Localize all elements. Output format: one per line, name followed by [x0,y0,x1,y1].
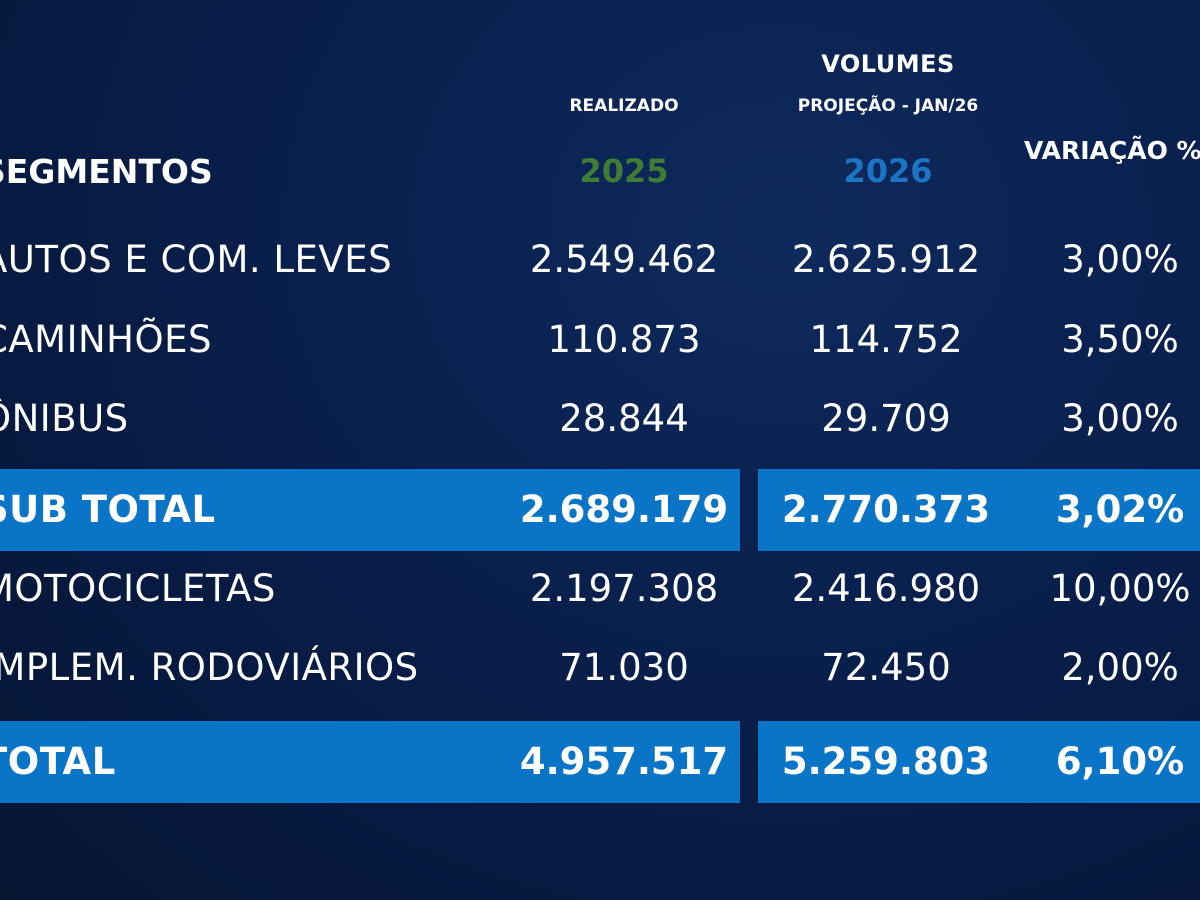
value-2026: 72.450 [821,646,951,689]
variation-value: 3,00% [1061,397,1179,440]
table-row-onibus: ÔNIBUS 28.844 29.709 3,00% [0,389,1200,449]
segment-label: MOTOCICLETAS [0,567,276,610]
value-2026: 29.709 [821,397,951,440]
value-2025: 4.957.517 [519,740,729,783]
year-2025-heading: 2025 [579,152,669,190]
variation-value: 3,02% [1055,488,1185,531]
value-2025: 2.549.462 [529,238,719,281]
value-2026: 114.752 [809,318,963,361]
segment-label: ÔNIBUS [0,397,129,440]
value-2026: 2.416.980 [791,567,981,610]
total-band-left [0,721,740,803]
segmentos-heading: SEGMENTOS [0,152,213,191]
volumes-heading: VOLUMES [821,50,955,78]
realizado-heading: REALIZADO [569,96,679,116]
segment-label: SUB TOTAL [0,488,216,531]
variation-value: 3,50% [1061,318,1179,361]
table-row-subtotal: SUB TOTAL 2.689.179 2.770.373 3,02% [0,480,1200,540]
segment-label: TOTAL [0,740,116,783]
value-2026: 2.625.912 [791,238,981,281]
value-2026: 5.259.803 [781,740,991,783]
table-row-motocicletas: MOTOCICLETAS 2.197.308 2.416.980 10,00% [0,559,1200,619]
total-band-right [758,721,1200,803]
segment-label: AUTOS E COM. LEVES [0,238,393,281]
table-row-total: TOTAL 4.957.517 5.259.803 6,10% [0,732,1200,792]
projecao-heading: PROJEÇÃO - JAN/26 [797,96,979,116]
table-row-caminhoes: CAMINHÕES 110.873 114.752 3,50% [0,310,1200,370]
variation-value: 3,00% [1061,238,1179,281]
segment-label: CAMINHÕES [0,318,212,361]
value-2025: 2.197.308 [529,567,719,610]
segment-label: IMPLEM. RODOVIÁRIOS [0,646,419,689]
subtotal-band-right [758,469,1200,551]
variation-value: 10,00% [1049,567,1191,610]
variation-value: 6,10% [1055,740,1185,783]
variation-value: 2,00% [1061,646,1179,689]
value-2025: 110.873 [547,318,701,361]
value-2025: 2.689.179 [519,488,729,531]
table-row-implementos: IMPLEM. RODOVIÁRIOS 71.030 72.450 2,00% [0,638,1200,698]
value-2025: 28.844 [559,397,689,440]
variacao-heading: VARIAÇÃO % [1024,136,1200,165]
year-2026-heading: 2026 [843,152,933,190]
table-row-autos: AUTOS E COM. LEVES 2.549.462 2.625.912 3… [0,230,1200,290]
value-2026: 2.770.373 [781,488,991,531]
value-2025: 71.030 [559,646,689,689]
subtotal-band-left [0,469,740,551]
